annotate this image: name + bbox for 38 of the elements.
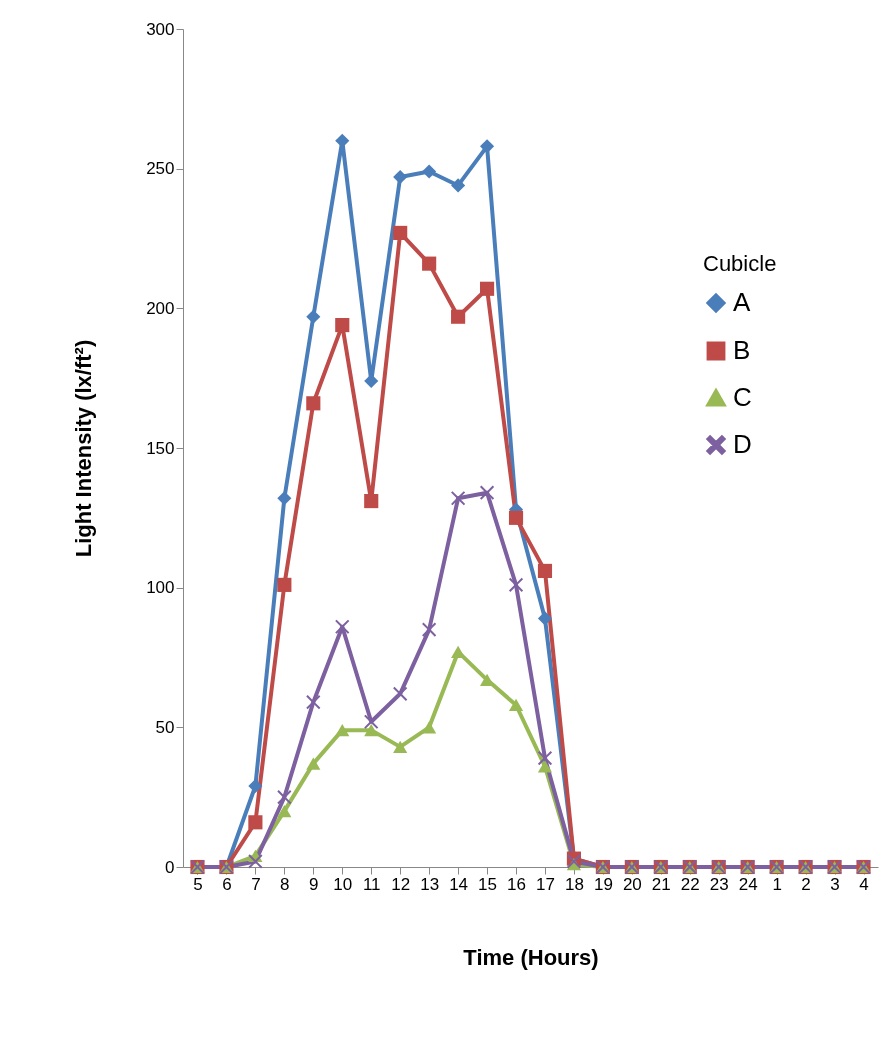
x-tick-label: 19 <box>593 874 613 894</box>
legend-label: B <box>733 335 751 365</box>
x-tick-label: 3 <box>830 874 840 894</box>
x-tick-label: 5 <box>193 874 203 894</box>
x-tick-label: 2 <box>801 874 811 894</box>
x-tick-label: 1 <box>772 874 782 894</box>
y-tick-label: 200 <box>146 298 175 318</box>
y-tick-label: 150 <box>146 438 175 458</box>
x-tick-label: 18 <box>564 874 584 894</box>
y-tick-label: 0 <box>165 857 175 877</box>
x-tick-label: 7 <box>251 874 261 894</box>
x-tick-label: 8 <box>280 874 290 894</box>
y-tick-label: 250 <box>146 159 175 179</box>
x-tick-label: 15 <box>478 874 498 894</box>
x-tick-label: 9 <box>309 874 319 894</box>
x-tick-label: 23 <box>709 874 729 894</box>
legend-label: D <box>733 429 752 459</box>
x-tick-label: 22 <box>680 874 700 894</box>
x-tick-label: 14 <box>449 874 469 894</box>
y-tick-label: 300 <box>146 19 175 39</box>
x-tick-label: 12 <box>391 874 411 894</box>
x-tick-label: 24 <box>738 874 758 894</box>
x-tick-label: 16 <box>507 874 526 894</box>
x-tick-label: 20 <box>622 874 642 894</box>
x-tick-label: 4 <box>859 874 869 894</box>
x-tick-label: 11 <box>362 874 381 894</box>
y-tick-label: 50 <box>155 717 175 737</box>
legend-label: C <box>733 382 752 412</box>
legend-label: A <box>733 287 751 317</box>
legend-title: Cubicle <box>703 251 777 276</box>
x-tick-label: 6 <box>222 874 232 894</box>
x-tick-label: 10 <box>333 874 353 894</box>
x-tick-label: 13 <box>420 874 440 894</box>
x-tick-label: 21 <box>651 874 671 894</box>
y-axis-title: Light Intensity (lx/ft²) <box>71 339 97 558</box>
x-axis-title: Time (Hours) <box>463 944 599 970</box>
x-tick-label: 17 <box>536 874 555 894</box>
y-tick-label: 100 <box>146 578 175 598</box>
